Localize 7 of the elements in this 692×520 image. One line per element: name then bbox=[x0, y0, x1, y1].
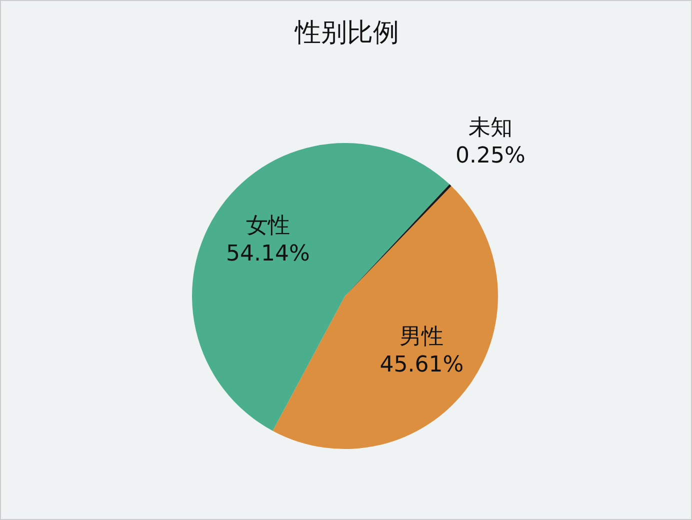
data-label: 0.25% bbox=[456, 144, 526, 169]
data-label: 45.61% bbox=[380, 352, 464, 378]
chart-title: 性别比例 bbox=[293, 17, 400, 50]
slice-label: 女性 bbox=[246, 213, 290, 238]
data-label: 54.14% bbox=[226, 241, 310, 266]
slice-label: 未知 bbox=[468, 116, 512, 141]
slice-label: 男性 bbox=[400, 324, 444, 350]
